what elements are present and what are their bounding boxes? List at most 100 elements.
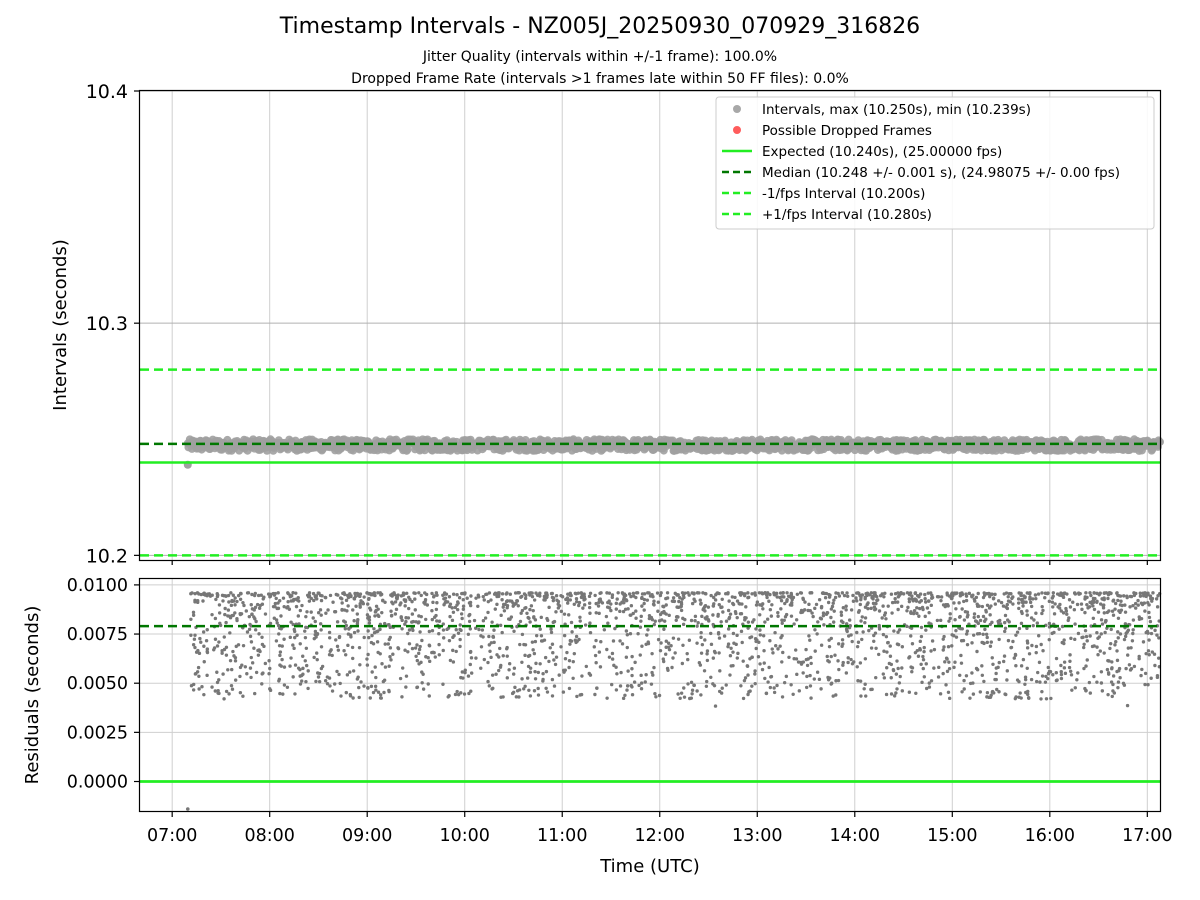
residual-point xyxy=(924,686,929,691)
residual-point xyxy=(567,686,572,691)
residual-point xyxy=(290,594,294,598)
residual-point xyxy=(1111,598,1116,602)
residual-point xyxy=(896,666,900,671)
residual-point xyxy=(952,634,956,638)
residual-point xyxy=(501,695,505,699)
residual-point xyxy=(804,647,808,652)
residual-point xyxy=(1050,600,1055,604)
residual-point xyxy=(1153,663,1157,668)
residual-point xyxy=(259,593,263,597)
residual-point xyxy=(952,601,956,605)
residual-point xyxy=(396,646,400,650)
residual-point xyxy=(758,628,762,632)
residual-point xyxy=(224,620,228,625)
residual-point xyxy=(300,603,304,608)
residual-point xyxy=(1129,646,1133,650)
residual-point xyxy=(319,645,324,649)
residual-point xyxy=(799,591,804,595)
residual-point xyxy=(618,684,623,688)
residual-point xyxy=(1126,646,1131,650)
residual-point xyxy=(536,686,540,691)
residual-point xyxy=(844,671,849,675)
residual-point xyxy=(652,599,656,603)
residual-point xyxy=(351,669,356,673)
residual-point xyxy=(1114,640,1118,644)
residual-point xyxy=(406,631,410,636)
residual-point xyxy=(621,696,626,701)
residual-point xyxy=(857,609,861,613)
residual-point xyxy=(595,686,599,690)
residual-point xyxy=(975,604,980,608)
residual-point xyxy=(205,647,210,651)
intervals-y-tick-label: 10.2 xyxy=(86,545,128,567)
residual-point xyxy=(583,623,588,627)
residual-point xyxy=(947,696,952,701)
residual-point xyxy=(501,605,505,609)
residual-point xyxy=(328,636,332,640)
residual-point xyxy=(554,594,559,598)
residual-point xyxy=(480,628,485,632)
residual-point xyxy=(451,610,456,615)
residual-point xyxy=(413,646,418,650)
residual-point xyxy=(296,666,301,670)
residual-point xyxy=(1017,695,1021,699)
residual-point xyxy=(258,603,262,608)
residual-point xyxy=(544,686,548,691)
residual-point xyxy=(479,645,484,649)
residual-point xyxy=(1025,591,1029,595)
residual-point xyxy=(639,614,643,619)
residual-point xyxy=(615,597,619,601)
residual-point xyxy=(452,633,456,638)
residual-point xyxy=(1142,601,1147,605)
residual-point xyxy=(865,591,870,595)
residual-point xyxy=(626,669,630,673)
residual-point xyxy=(465,596,469,600)
residual-point xyxy=(260,682,264,686)
residual-point xyxy=(1025,639,1030,643)
residual-point xyxy=(474,596,478,600)
residual-point xyxy=(1111,682,1115,687)
residual-point xyxy=(985,640,990,645)
residual-point xyxy=(261,597,265,601)
residual-point xyxy=(1141,640,1146,644)
residual-point xyxy=(223,606,227,611)
residual-point xyxy=(527,616,531,620)
residual-point xyxy=(634,609,638,613)
residual-point xyxy=(678,696,682,700)
residual-point xyxy=(212,646,217,650)
residual-point xyxy=(661,604,665,609)
residual-point xyxy=(268,621,273,626)
residual-point xyxy=(353,594,358,599)
residual-point xyxy=(773,631,777,635)
residual-point xyxy=(352,619,356,623)
residual-point xyxy=(1091,599,1095,604)
residual-point xyxy=(978,618,983,623)
x-tick-label: 08:00 xyxy=(244,826,294,846)
residual-point xyxy=(1069,673,1074,677)
residual-point xyxy=(747,690,751,694)
residual-point xyxy=(593,593,597,598)
residual-point xyxy=(597,650,602,654)
residual-point xyxy=(578,615,582,620)
residual-point xyxy=(391,652,395,656)
residual-point xyxy=(823,591,827,596)
residual-point xyxy=(927,681,931,685)
residual-point xyxy=(953,660,957,664)
residual-point xyxy=(740,640,744,645)
residual-point xyxy=(304,646,309,650)
residual-point xyxy=(1083,610,1087,615)
residual-point xyxy=(943,660,947,664)
residual-point xyxy=(541,672,545,676)
residual-point xyxy=(686,657,690,662)
residual-point xyxy=(782,680,787,685)
residual-point xyxy=(420,638,424,643)
residual-point xyxy=(987,606,992,610)
residual-point xyxy=(646,591,650,595)
residual-point xyxy=(523,653,527,658)
residual-point xyxy=(241,643,246,648)
residual-point xyxy=(437,632,441,636)
residual-point xyxy=(962,618,967,622)
residual-point xyxy=(639,673,643,678)
residual-point xyxy=(311,591,316,596)
residual-point xyxy=(532,598,537,602)
